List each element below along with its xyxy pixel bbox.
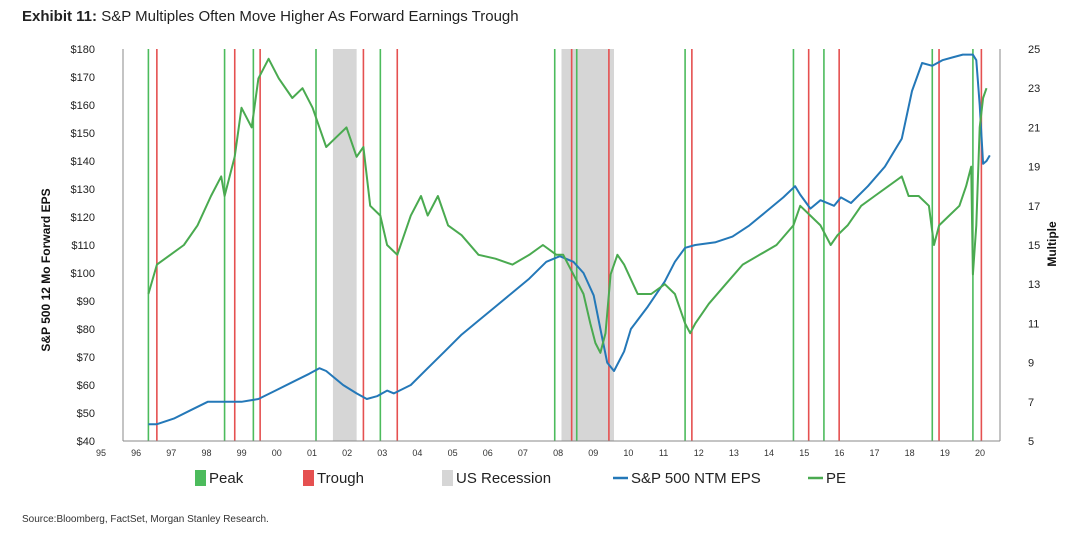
y2-tick-label: 15 (1028, 240, 1040, 252)
legend-swatch (442, 470, 453, 486)
y2-tick-label: 23 (1028, 83, 1040, 95)
x-tick-label: 17 (870, 448, 880, 458)
y2-tick-label: 21 (1028, 122, 1040, 134)
y-tick-label: $120 (71, 212, 95, 224)
y2-tick-label: 11 (1028, 318, 1039, 330)
peak-trough-lines (147, 49, 983, 441)
x-tick-label: 19 (940, 448, 950, 458)
y-tick-label: $100 (71, 268, 95, 280)
x-tick-label: 03 (377, 448, 387, 458)
recession-band (332, 49, 357, 441)
y-tick-label: $160 (71, 100, 95, 112)
pe-series-line (147, 57, 988, 354)
y2-tick-label: 7 (1028, 397, 1034, 409)
legend-label: US Recession (456, 470, 551, 487)
y-tick-label: $150 (71, 128, 95, 140)
series-lines (147, 53, 991, 426)
y2-tick-label: 25 (1028, 44, 1040, 56)
x-tick-label: 97 (166, 448, 176, 458)
x-tick-label: 15 (799, 448, 809, 458)
x-tick-label: 16 (834, 448, 844, 458)
y-tick-label: $170 (71, 72, 95, 84)
x-tick-label: 96 (131, 448, 141, 458)
y-tick-label: $90 (77, 296, 95, 308)
x-tick-label: 08 (553, 448, 563, 458)
x-tick-label: 04 (412, 448, 422, 458)
y-tick-label: $180 (71, 44, 95, 56)
legend-swatch (195, 470, 206, 486)
y-tick-label: $80 (77, 324, 95, 336)
x-tick-label: 95 (96, 448, 106, 458)
y2-tick-label: 13 (1028, 279, 1040, 291)
legend-label: Trough (317, 470, 364, 487)
legend-label: S&P 500 NTM EPS (631, 470, 761, 487)
eps-series-line (148, 53, 991, 426)
legend: Peak Trough US Recession S&P 500 NTM EPS PE (195, 470, 846, 487)
axes (122, 49, 1001, 442)
x-tick-label: 98 (201, 448, 211, 458)
x-tick-label: 12 (694, 448, 704, 458)
y-tick-label: $140 (71, 156, 95, 168)
y2-tick-label: 17 (1028, 201, 1040, 213)
x-tick-label: 07 (518, 448, 528, 458)
y-tick-label: $40 (77, 436, 95, 448)
y-tick-label: $70 (77, 352, 95, 364)
legend-label: PE (826, 470, 846, 487)
y2-axis-title: Multiple (1045, 221, 1059, 267)
x-tick-label: 11 (659, 448, 668, 458)
y2-tick-label: 9 (1028, 358, 1034, 370)
x-tick-label: 18 (905, 448, 915, 458)
y2-tick-label: 19 (1028, 162, 1040, 174)
legend-label: Peak (209, 470, 244, 487)
x-tick-label: 99 (237, 448, 247, 458)
x-tick-label: 09 (588, 448, 598, 458)
y-tick-label: $110 (71, 240, 95, 252)
tick-labels: $40 $50 $60 $70 $80 $90 $100 $110 $120 $130 $140 $1… (71, 44, 1041, 458)
y-axis-title: S&P 500 12 Mo Forward EPS (39, 188, 53, 351)
x-tick-label: 01 (307, 448, 317, 458)
x-tick-label: 10 (623, 448, 633, 458)
recession-bands (332, 49, 614, 441)
y-tick-label: $50 (77, 408, 95, 420)
x-tick-label: 02 (342, 448, 352, 458)
x-tick-label: 14 (764, 448, 774, 458)
source-note: Source:Bloomberg, FactSet, Morgan Stanle… (22, 514, 269, 525)
y2-tick-label: 5 (1028, 436, 1034, 448)
y-tick-label: $130 (71, 184, 95, 196)
legend-swatch (303, 470, 314, 486)
x-tick-label: 20 (975, 448, 985, 458)
x-tick-label: 13 (729, 448, 739, 458)
exhibit-title: Exhibit 11: S&P Multiples Often Move Hig… (22, 8, 519, 25)
x-tick-label: 05 (448, 448, 458, 458)
x-tick-label: 06 (483, 448, 493, 458)
exhibit-title-text: S&P Multiples Often Move Higher As Forwa… (101, 8, 519, 25)
y-tick-label: $60 (77, 380, 95, 392)
exhibit-number: Exhibit 11: (22, 8, 98, 25)
x-tick-label: 00 (272, 448, 282, 458)
recession-band (561, 49, 614, 441)
